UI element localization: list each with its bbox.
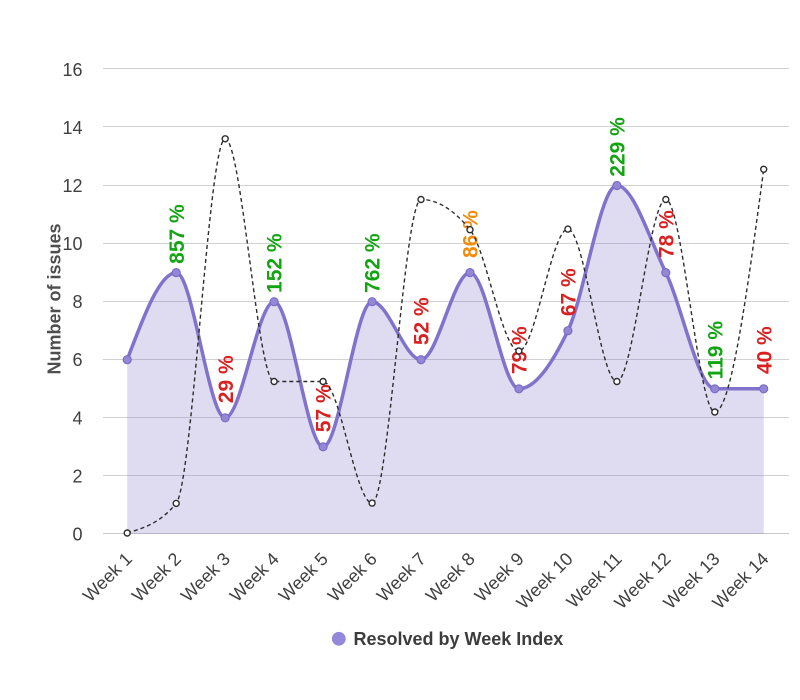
svg-text:57 %: 57 % (313, 384, 336, 432)
svg-text:4: 4 (72, 408, 82, 428)
svg-text:857 %: 857 % (166, 204, 189, 264)
svg-text:86 %: 86 % (460, 210, 483, 258)
svg-text:40 %: 40 % (753, 326, 776, 374)
svg-text:6: 6 (72, 350, 82, 370)
svg-text:762 %: 762 % (362, 233, 385, 293)
svg-text:0: 0 (72, 524, 82, 544)
svg-text:52 %: 52 % (411, 297, 434, 345)
svg-text:78 %: 78 % (655, 210, 678, 258)
svg-text:12: 12 (62, 176, 82, 196)
svg-text:67 %: 67 % (558, 268, 581, 316)
svg-text:119 %: 119 % (704, 321, 727, 380)
svg-text:229 %: 229 % (607, 117, 630, 177)
svg-text:10: 10 (62, 234, 82, 254)
svg-text:2: 2 (72, 466, 82, 486)
svg-text:Resolved by Week Index: Resolved by Week Index (354, 629, 564, 649)
svg-text:Number of issues: Number of issues (45, 223, 65, 374)
svg-text:16: 16 (62, 60, 82, 80)
svg-text:14: 14 (62, 118, 82, 138)
svg-text:152 %: 152 % (264, 233, 287, 293)
svg-text:8: 8 (72, 292, 82, 312)
svg-text:29 %: 29 % (215, 355, 238, 403)
